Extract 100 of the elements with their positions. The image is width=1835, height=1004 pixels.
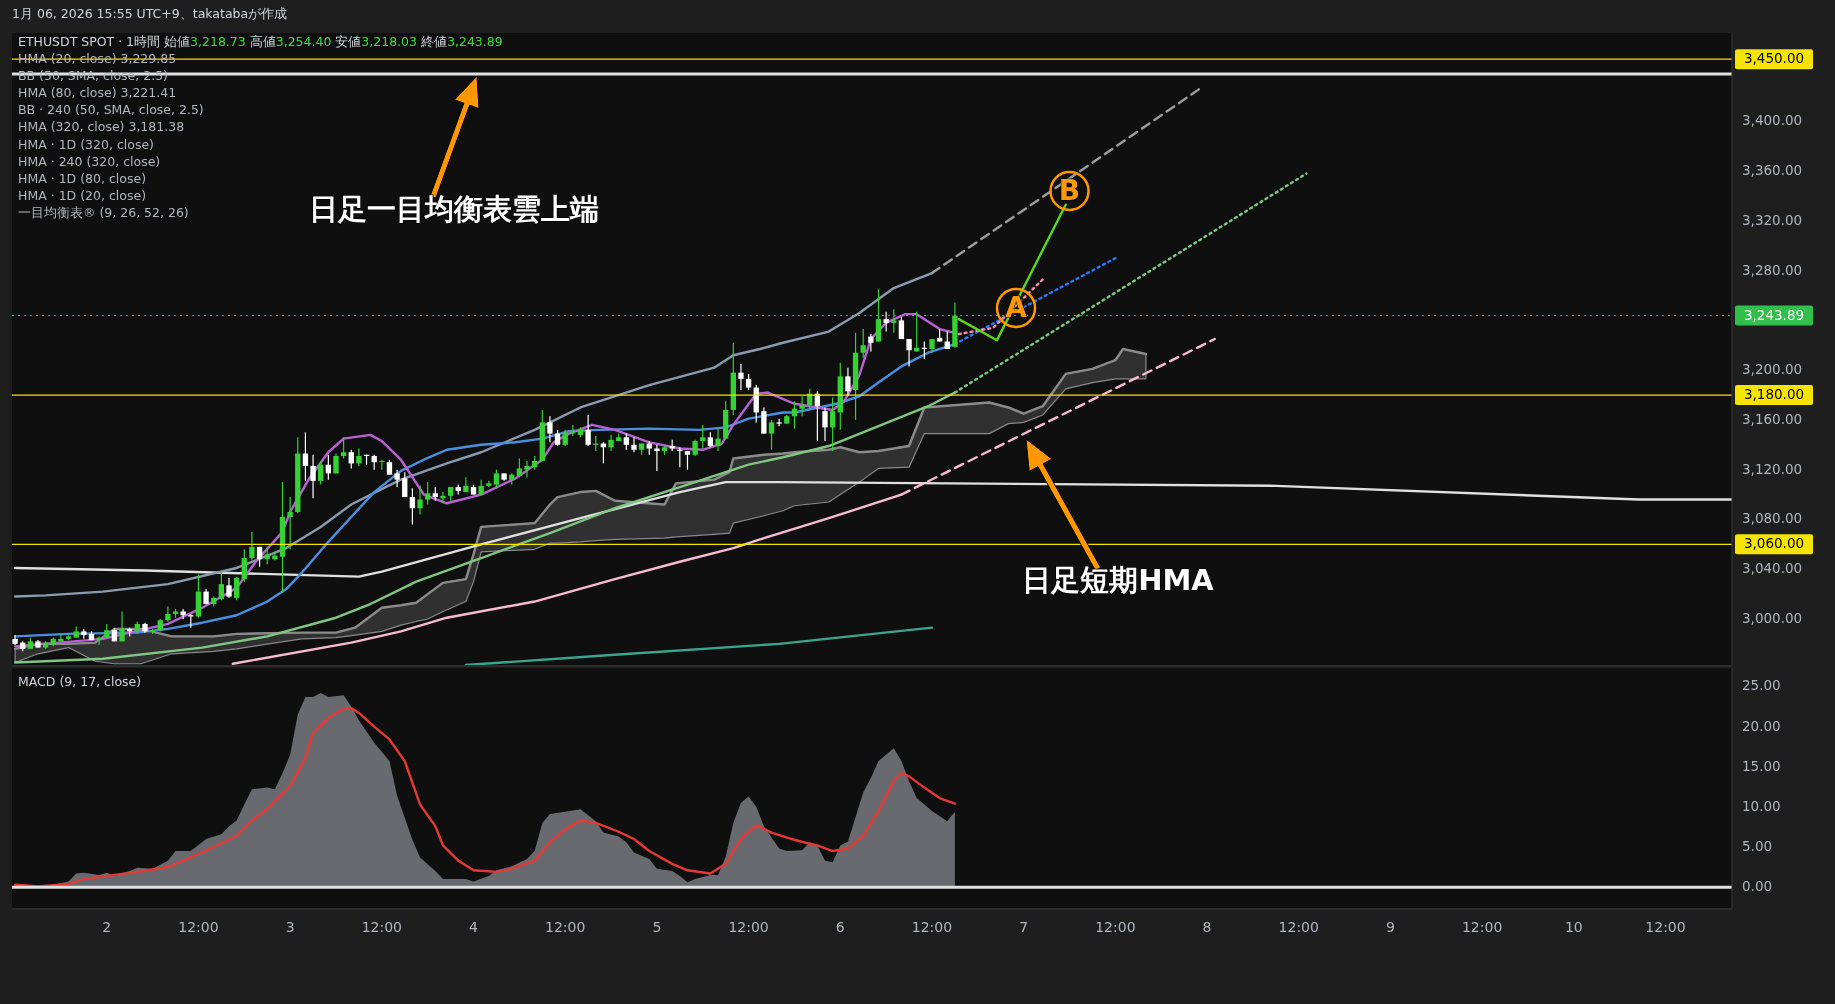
candlestick — [768, 419, 775, 451]
candlestick — [119, 610, 125, 642]
x-tick-label: 9 — [1385, 919, 1395, 935]
x-tick-label: 12:00 — [1095, 919, 1136, 935]
y-tick-label: 3,080.00 — [1742, 510, 1803, 527]
y-tick-label: 20.00 — [1742, 717, 1781, 734]
candlestick — [356, 447, 362, 467]
candlestick — [318, 460, 324, 486]
x-tick-label: 7 — [1019, 919, 1029, 935]
candlestick — [493, 469, 500, 489]
candlestick — [440, 491, 446, 504]
y-tick-label: 25.00 — [1742, 677, 1781, 694]
candlestick — [402, 471, 408, 498]
annotation: 一目均衡表® (9, 26, 52, 26) — [18, 204, 189, 220]
candlestick — [96, 635, 102, 646]
x-tick-label: 12:00 — [1645, 919, 1686, 935]
text: MACD (9, 17, close) — [18, 674, 142, 689]
candlestick — [799, 395, 805, 417]
candlestick — [875, 288, 882, 343]
ref-line-label: 3,243.89 — [1743, 306, 1805, 323]
candlestick — [310, 454, 316, 499]
annotation: B — [1058, 174, 1081, 207]
candlestick — [409, 487, 416, 526]
y-tick-label: 3,000.00 — [1742, 609, 1803, 626]
candlestick — [226, 577, 232, 599]
x-tick-label: 12:00 — [911, 919, 953, 935]
x-tick-label: 12:00 — [728, 919, 769, 935]
candlestick — [761, 406, 767, 435]
annotation: HMA · 1D (320, close) — [18, 136, 154, 152]
candlestick — [715, 428, 721, 452]
annotation: HMA · 240 (320, close) — [18, 153, 161, 169]
line-series — [464, 626, 934, 665]
x-tick-label: 3 — [285, 919, 295, 935]
y-tick-label: 3,320.00 — [1742, 211, 1803, 228]
y-tick-label: 3,160.00 — [1742, 410, 1803, 427]
candlestick — [585, 414, 591, 447]
annotation: 日足一目均衡表雲上端 — [309, 192, 599, 226]
candlestick — [302, 431, 309, 482]
ref-line-label: 3,450.00 — [1743, 50, 1805, 67]
annotation: BB · 240 (50, SMA, close, 2.5) — [18, 102, 204, 118]
candlestick — [233, 576, 240, 601]
x-tick-label: 2 — [102, 919, 112, 935]
candlestick — [547, 415, 553, 443]
candlestick — [287, 496, 293, 550]
y-tick-label: 15.00 — [1742, 757, 1781, 774]
x-tick-label: 6 — [835, 919, 845, 935]
y-tick-label: 3,120.00 — [1742, 460, 1803, 477]
candlestick — [272, 551, 278, 562]
ref-line-label: 3,060.00 — [1743, 535, 1805, 552]
candlestick — [868, 333, 874, 353]
candlestick — [524, 460, 530, 478]
x-tick-label: 4 — [469, 919, 479, 935]
y-tick-label: 10.00 — [1742, 797, 1781, 814]
chart-subtitle: ETHUSDT SPOT · 1時間 始値3,218.73 高値3,254.40 安値3,218.03 終値3,243.89 — [18, 34, 503, 49]
candlestick — [631, 436, 637, 453]
y-tick-label: 0.00 — [1742, 878, 1773, 895]
y-tick-label: 5.00 — [1742, 838, 1773, 854]
x-tick-label: 12:00 — [1278, 919, 1319, 935]
candlestick — [608, 434, 614, 452]
candlestick — [348, 449, 354, 470]
candlestick — [700, 424, 706, 450]
candlestick — [684, 450, 691, 471]
ref-line-label: 3,180.00 — [1743, 386, 1805, 403]
y-tick-label: 3,360.00 — [1742, 162, 1803, 179]
annotation: 日足短期HMA — [1022, 563, 1215, 597]
x-tick-label: 5 — [652, 919, 662, 935]
y-tick-label: 3,280.00 — [1742, 261, 1803, 278]
candlestick — [883, 311, 889, 333]
x-tick-label: 10 — [1564, 919, 1583, 935]
candlestick — [218, 569, 225, 601]
candlestick — [241, 548, 247, 583]
candlestick — [58, 633, 64, 644]
y-tick-label: 3,200.00 — [1742, 361, 1803, 378]
x-tick-label: 12:00 — [178, 919, 219, 935]
x-tick-label: 12:00 — [361, 919, 403, 935]
chart-title: 1月 06, 2026 15:55 UTC+9、takatabaが作成 — [12, 6, 288, 21]
candlestick — [463, 476, 469, 493]
x-tick-label: 12:00 — [545, 919, 586, 935]
x-tick-label: 12:00 — [1461, 919, 1503, 935]
candlestick — [822, 406, 828, 442]
candlestick — [738, 363, 744, 391]
annotation: HMA · 1D (20, close) — [18, 187, 147, 203]
y-tick-label: 3,040.00 — [1742, 560, 1803, 577]
candlestick — [249, 531, 255, 562]
candlestick — [516, 457, 523, 478]
annotation: HMA (320, close) 3,181.38 — [18, 119, 185, 135]
annotation: HMA (80, close) 3,221.41 — [18, 85, 177, 101]
candlestick — [340, 436, 347, 460]
candlestick — [417, 485, 423, 516]
line-series — [13, 271, 934, 598]
candlestick — [845, 367, 851, 397]
candlestick — [654, 444, 660, 472]
candlestick — [891, 308, 897, 334]
annotation: HMA · 1D (80, close) — [18, 170, 147, 186]
y-tick-label: 3,400.00 — [1742, 112, 1803, 129]
candlestick — [829, 396, 836, 452]
candlestick — [425, 481, 431, 506]
candlestick — [906, 338, 912, 368]
x-tick-label: 8 — [1202, 919, 1212, 935]
candlestick — [394, 469, 400, 488]
